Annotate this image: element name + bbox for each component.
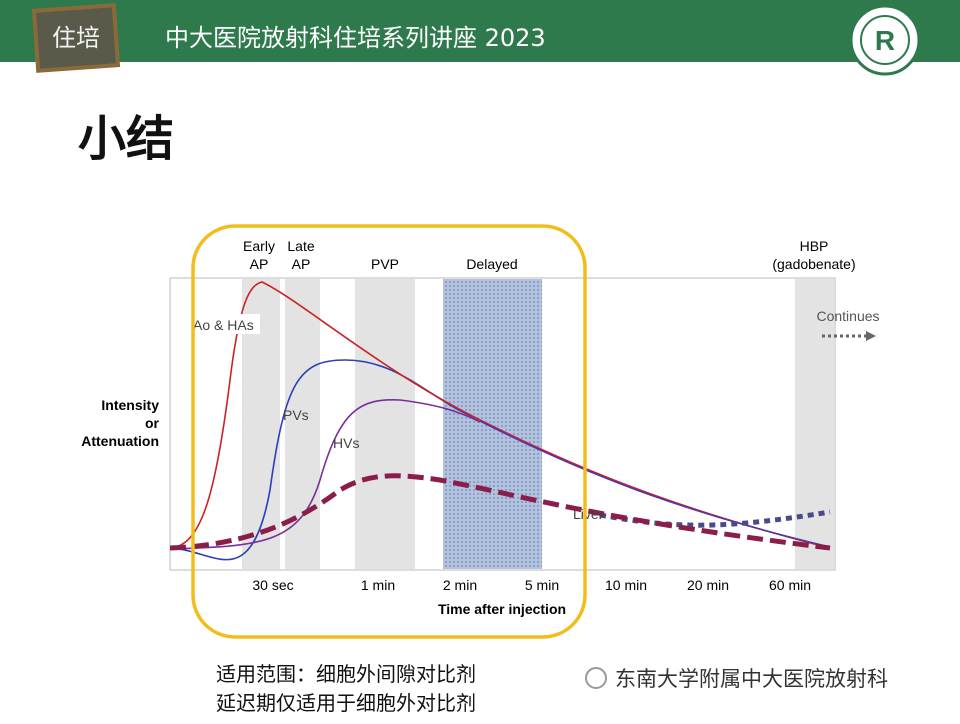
logo-text: 住培 [52, 24, 100, 52]
x-label: 30 sec [252, 577, 293, 593]
x-label: 5 min [525, 577, 559, 593]
x-label: 1 min [361, 577, 395, 593]
phase-label: HBP [800, 238, 829, 254]
phase-band [355, 279, 415, 569]
header-bar [0, 0, 960, 62]
phase-band [443, 279, 542, 569]
logo-mark: R [875, 25, 895, 56]
continues-arrowhead [866, 331, 876, 341]
label-bg [190, 314, 260, 334]
phase-label: Early [243, 238, 275, 254]
phase-label: AP [250, 256, 269, 272]
logo-board [31, 3, 121, 73]
x-label: 60 min [769, 577, 811, 593]
phase-label: PVP [371, 256, 399, 272]
phase-band [795, 279, 834, 569]
curve-label: Ao & HAs [193, 317, 254, 333]
curve-hv [169, 399, 481, 550]
x-label: 20 min [687, 577, 729, 593]
curve-liver [169, 473, 831, 551]
phase-band [285, 279, 320, 569]
x-label: 2 min [443, 577, 477, 593]
curve-label: Liver [573, 506, 604, 522]
phase-label: AP [292, 256, 311, 272]
curve-label: PVs [283, 407, 309, 423]
phase-label: Delayed [466, 256, 517, 272]
phase-label: (gadobenate) [772, 256, 855, 272]
note: 延迟期仅适用于细胞外对比剂 [216, 691, 476, 715]
curve-label: HVs [333, 435, 359, 451]
curve-aorta [169, 281, 831, 549]
watermark-icon [585, 667, 607, 689]
y-label: Intensity [101, 397, 159, 413]
phase-label: Late [287, 238, 314, 254]
curve-merged [479, 420, 831, 548]
watermark: 东南大学附属中大医院放射科 [615, 667, 888, 691]
slide-title: 小结 [78, 111, 174, 167]
logo-inner [860, 15, 910, 65]
x-label: 10 min [605, 577, 647, 593]
y-label: Attenuation [81, 433, 159, 449]
x-title: Time after injection [438, 601, 566, 617]
continues-label: Continues [816, 308, 879, 324]
note: 适用范围：细胞外间隙对比剂 [216, 662, 476, 686]
header-title: 中大医院放射科住培系列讲座 2023 [165, 24, 546, 52]
highlight-box [191, 224, 587, 639]
y-label: or [145, 415, 160, 431]
